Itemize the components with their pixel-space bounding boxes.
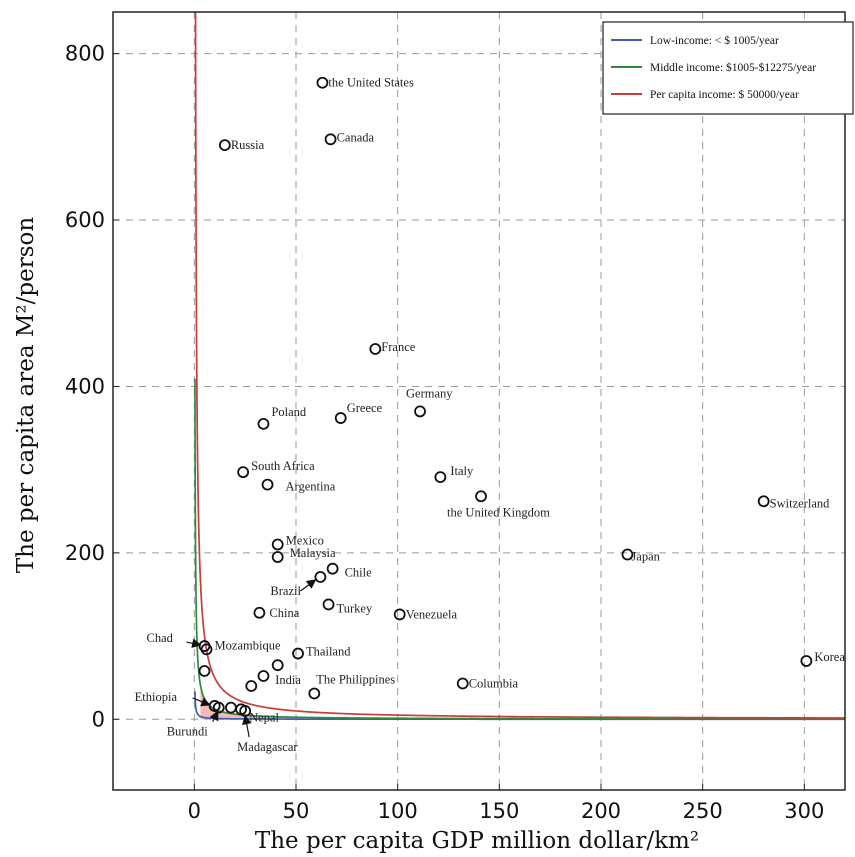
point-label: Canada [337,130,375,144]
y-ticks: 0 200 400 600 800 [65,42,119,731]
point-label: Mozambique [215,638,281,652]
point-label: France [381,340,415,354]
data-point [456,677,469,690]
data-point [326,562,339,575]
data-point [257,670,270,682]
x-tick-label: 200 [581,799,621,823]
middle-income-fill [200,685,845,720]
x-tick-label: 100 [378,799,418,823]
data-point [393,608,406,621]
data-point [271,551,284,563]
x-ticks: 0 50 100 150 200 250 300 [188,784,824,823]
point-label: the United Kingdom [447,505,550,519]
point-label: Burundi [167,725,209,739]
point-label: Brazil [270,584,301,598]
y-tick-label: 400 [65,374,105,398]
y-tick-label: 0 [92,707,105,731]
data-point [200,643,213,656]
data-point [261,478,274,491]
point-label: Nepal [249,710,279,724]
point-label: Venezuela [406,607,458,621]
income-curve-2 [194,12,845,719]
point-label: Turkey [337,601,373,615]
point-label: Switzerland [770,496,830,510]
x-axis-label: The per capita GDP million dollar/km² [255,828,699,854]
point-label: Italy [450,464,474,478]
y-tick-label: 200 [65,541,105,565]
data-point [369,343,382,355]
point-labels: the United States Canada Russia France Germa… [135,76,846,754]
point-label: Korea [814,650,845,664]
data-point [212,701,225,714]
data-point [257,417,270,430]
point-label: South Africa [251,459,315,473]
data-point [414,405,426,418]
data-point [621,548,634,561]
data-point [292,647,304,660]
data-point [316,76,329,89]
data-point [800,655,813,667]
x-tick-label: 50 [283,799,310,823]
data-point [314,571,327,583]
plot-frame [112,11,846,791]
point-label: Chile [345,566,373,580]
x-tick-label: 150 [479,799,519,823]
data-point [271,659,284,672]
legend-entry: Per capita income: $ 50000/year [650,88,799,101]
annotation-arrows [186,579,317,738]
point-label: Japan [631,550,660,564]
data-point [434,471,447,484]
annotation-arrow [186,638,202,648]
data-point [237,466,250,479]
y-tick-label: 600 [65,208,105,232]
point-label: Malaysia [290,546,336,560]
point-label: Madagascar [237,740,298,754]
point-label: Argentina [286,480,336,494]
x-tick-label: 0 [188,799,201,823]
income-curve-0 [194,691,845,721]
point-label: Germany [406,386,453,400]
point-label: India [275,673,301,687]
legend-entry: Low-income: < $ 1005/year [650,34,779,47]
x-tick-label: 300 [784,799,824,823]
point-label: Poland [271,405,306,419]
annotation-arrow [192,697,211,707]
data-point [757,495,770,508]
grid-lines [113,12,845,790]
point-label: China [269,606,299,620]
point-label: Greece [347,401,383,415]
data-point [198,665,211,677]
data-point [245,680,258,692]
y-axis-label: The per capita area M²/person [13,217,39,573]
point-label: Chad [147,631,174,645]
point-label: Thailand [306,645,351,659]
legend-entry: Middle income: $1005-$12275/year [650,61,816,74]
point-label: Columbia [469,676,519,690]
data-point [271,538,284,551]
point-label: Mexico [286,534,324,548]
annotation-arrow [300,579,317,592]
legend: Low-income: < $ 1005/year Middle income: … [602,21,854,115]
point-label: Ethiopia [135,690,178,704]
data-point [324,133,337,146]
data-point [308,687,321,700]
data-point [253,606,266,619]
data-point [239,705,252,717]
x-tick-label: 250 [683,799,723,823]
data-point [225,701,237,714]
data-points [198,76,813,717]
point-label: Russia [231,138,265,152]
annotation-arrow [209,710,219,722]
data-point [322,598,335,611]
region-fills [200,685,845,720]
point-label: The Philippines [316,672,395,686]
data-point [218,139,231,152]
annotation-arrow [242,714,252,738]
y-tick-label: 800 [65,42,105,66]
legend-box [602,21,854,115]
data-point [475,490,487,503]
data-point [334,412,347,424]
point-label: the United States [328,76,414,90]
